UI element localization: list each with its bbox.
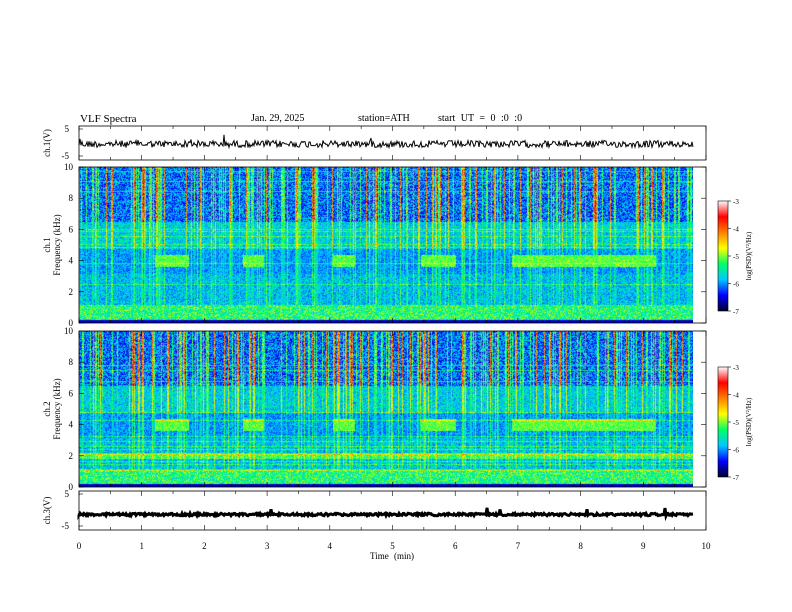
x-tick-label: 10 [702, 541, 712, 551]
colorbar-1-tick-label: -3 [733, 198, 739, 206]
colorbar-1-tick-label: -6 [733, 281, 739, 289]
waveform-0-ytick-label: 5 [65, 124, 70, 134]
spectrogram-2-ytick-label: 10 [64, 326, 74, 336]
x-tick-label: 3 [265, 541, 270, 551]
colorbar-1-label: log(PSD)(V²/Hz) [745, 231, 753, 280]
x-axis-label: Time (min) [370, 551, 414, 561]
colorbar-1-tick-label: -4 [733, 226, 739, 234]
colorbar-2-tick-label: -3 [733, 364, 739, 372]
date-label: Jan. 29, 2025 [251, 113, 305, 124]
waveform-3-frame [78, 490, 707, 531]
x-tick-label: 8 [578, 541, 583, 551]
x-tick-label: 4 [328, 541, 333, 551]
spectrogram-1-ytick-label: 8 [69, 193, 74, 203]
x-tick-label: 9 [641, 541, 646, 551]
waveform-0-ylabel: ch.1(V) [42, 129, 52, 157]
waveform-0-ytick-label: -5 [62, 151, 70, 161]
x-tick-label: 5 [390, 541, 395, 551]
waveform-3-ylabel: ch.3(V) [42, 497, 52, 525]
spectrogram-2-ytick-label: 2 [69, 451, 74, 461]
spectrogram-2-ytick-label: 6 [69, 388, 74, 398]
colorbar-1 [717, 200, 729, 312]
colorbar-2-label: log(PSD)(V²/Hz) [745, 397, 753, 446]
colorbar-1-tick-label: -5 [733, 253, 739, 261]
spectrogram-2-image [79, 331, 693, 487]
spectrogram-1-ytick-label: 6 [69, 224, 74, 234]
spectrogram-2-ytick-label: 0 [69, 482, 74, 492]
waveform-3-trace [77, 507, 694, 522]
spectrogram-2-ytick-label: 4 [69, 420, 74, 430]
station-label: station=ATH [358, 113, 410, 124]
x-tick-label: 1 [139, 541, 144, 551]
spectrogram-2-ylabel: Frequency (kHz) [52, 378, 62, 439]
x-tick-label: 2 [202, 541, 207, 551]
colorbar-2-tick-label: -4 [733, 392, 739, 400]
waveform-0-trace [78, 134, 694, 150]
figure-title: VLF Spectra [80, 113, 137, 125]
colorbar-2-tick-label: -6 [733, 447, 739, 455]
spectrogram-1-ylabel-channel: ch.1 [42, 237, 52, 252]
x-tick-label: 0 [77, 541, 82, 551]
spectrogram-1-ytick-label: 10 [64, 162, 74, 172]
x-tick-label: 6 [453, 541, 458, 551]
colorbar-1-tick-label: -7 [733, 308, 739, 316]
colorbar-2-tick-label: -5 [733, 419, 739, 427]
spectrogram-2-ylabel-channel: ch.2 [42, 401, 52, 416]
spectrogram-1-ytick-label: 0 [69, 318, 74, 328]
waveform-3-ytick-label: -5 [62, 521, 70, 531]
spectrogram-1-image [79, 167, 693, 323]
waveform-3-ytick-label: 5 [65, 489, 70, 499]
spectrogram-2 [79, 331, 693, 487]
spectrogram-1-ytick-label: 4 [69, 256, 74, 266]
start-ut-label: start UT = 0 :0 :0 [438, 113, 523, 124]
spectrogram-2-ytick-label: 8 [69, 357, 74, 367]
spectrogram-1 [79, 167, 693, 323]
colorbar-2 [717, 366, 729, 478]
colorbar-2-tick-label: -7 [733, 474, 739, 482]
spectrogram-1-ytick-label: 2 [69, 287, 74, 297]
spectrogram-1-ylabel: Frequency (kHz) [52, 214, 62, 275]
x-tick-label: 7 [516, 541, 521, 551]
